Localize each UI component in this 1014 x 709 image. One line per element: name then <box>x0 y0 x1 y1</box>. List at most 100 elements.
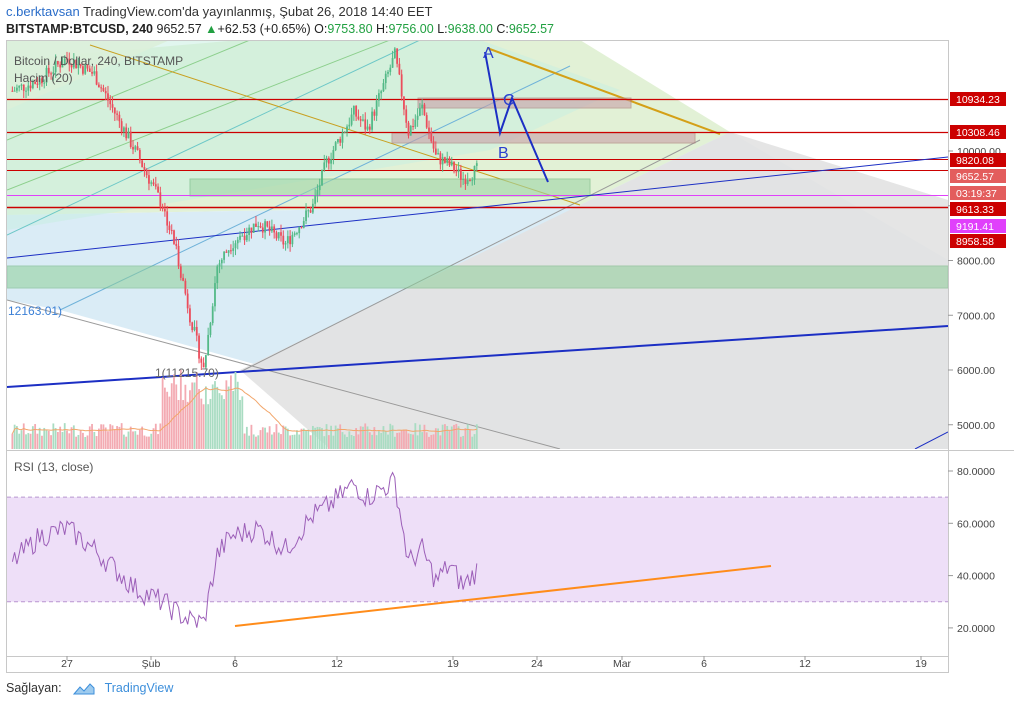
candle-body <box>239 235 241 240</box>
volume-bar <box>300 428 303 449</box>
volume-bar <box>97 428 100 449</box>
candle-body <box>34 81 37 84</box>
candle-body <box>409 126 412 136</box>
rsi-title: RSI (13, close) <box>14 460 93 474</box>
candle-body <box>243 235 246 241</box>
time-axis[interactable]: 27 Şub 6 12 19 24 Mar 6 12 19 <box>61 656 927 670</box>
pitchfork-ray <box>7 41 420 236</box>
candle-body <box>368 126 371 130</box>
candle-body <box>20 84 23 86</box>
volume-bar <box>16 426 18 449</box>
volume-bar <box>368 432 371 449</box>
candle-body <box>207 334 210 356</box>
price-badge <box>950 186 1006 200</box>
candle-body <box>296 233 298 235</box>
volume-bar <box>455 423 458 449</box>
time-tick-label: 19 <box>447 658 459 670</box>
low-label: L: <box>437 22 448 36</box>
triangle-up-icon: ▲ <box>205 22 218 36</box>
time-tick-label: 24 <box>531 658 543 670</box>
volume-bar <box>261 427 264 449</box>
volume-bar <box>127 431 130 449</box>
candle-body <box>352 105 355 115</box>
open-value: 9753.80 <box>327 22 373 36</box>
candle-body <box>157 186 159 193</box>
candle-body <box>277 232 280 239</box>
candle-body <box>225 251 228 253</box>
volume-bar <box>50 435 52 449</box>
volume-bar <box>398 432 401 449</box>
volume-bar <box>211 384 214 449</box>
volume-bar <box>109 424 112 449</box>
volume-bar <box>36 433 39 449</box>
candle-body <box>469 180 471 182</box>
author-link[interactable]: c.berktavsan <box>6 4 80 19</box>
volume-bar <box>29 433 32 449</box>
rsi-trendline <box>234 565 772 627</box>
volume-bar <box>34 424 37 449</box>
volume-bar <box>239 399 241 449</box>
volume-bar <box>75 436 78 449</box>
volume-bar <box>271 434 273 449</box>
volume-bar <box>350 434 353 449</box>
candle-body <box>323 162 326 170</box>
volume-bar <box>391 425 394 449</box>
volume-bar <box>412 434 414 449</box>
candle-body <box>339 139 342 143</box>
time-tick-label: 6 <box>232 658 238 670</box>
price-tick-label: 7000.00 <box>957 310 995 322</box>
pattern-label-a: A <box>483 45 494 62</box>
candle-body <box>293 233 296 235</box>
volume-bar <box>157 434 159 449</box>
pitchfork-ray <box>239 139 701 373</box>
price-tick-label: 6000.00 <box>957 365 995 377</box>
price-badge-label: 9652.57 <box>956 171 994 183</box>
volume-bar <box>72 425 75 449</box>
candle-body <box>166 211 169 226</box>
candle-body <box>22 84 25 91</box>
candle-body <box>264 221 266 233</box>
candle-body <box>13 90 16 92</box>
candle-body <box>311 203 314 213</box>
volume-bar <box>225 380 228 449</box>
volume-bar <box>387 434 389 449</box>
candle-body <box>346 126 348 133</box>
provider-label: Sağlayan: <box>6 681 62 695</box>
candle-body <box>50 73 52 75</box>
price-badge <box>950 219 1006 233</box>
volume-bar <box>243 433 246 449</box>
candle-body <box>179 266 182 278</box>
rsi-axis[interactable]: 80.0000 60.0000 40.0000 20.0000 <box>948 466 995 635</box>
candle-body <box>68 58 71 65</box>
volume-bar <box>373 427 376 449</box>
tradingview-link[interactable]: TradingView <box>104 681 174 695</box>
volume-bar <box>93 431 96 449</box>
candle-body <box>298 227 301 234</box>
volume-bar <box>20 430 23 449</box>
volume-bar <box>88 426 91 449</box>
volume-bar <box>393 436 396 449</box>
candle-body <box>444 157 446 163</box>
candle-body <box>450 161 453 166</box>
volume-bar <box>330 425 332 449</box>
candle-body <box>448 158 451 166</box>
candle-body <box>343 132 346 134</box>
candle-body <box>56 60 59 65</box>
candle-body <box>88 68 91 72</box>
price-badge-label: 03:19:37 <box>956 188 997 200</box>
high-value: 9756.00 <box>388 22 434 36</box>
candle-body <box>332 150 335 160</box>
trendline-lower <box>7 325 948 388</box>
volume-bar <box>198 389 200 449</box>
candle-body <box>428 127 430 132</box>
volume-bar <box>107 431 109 449</box>
volume-bar <box>91 423 93 449</box>
candle-body <box>314 195 317 204</box>
volume-bar <box>259 430 262 449</box>
series-title: Bitcoin / Dollar, 240, BITSTAMP <box>14 54 183 68</box>
candle-body <box>25 90 27 92</box>
candle-body <box>223 251 225 260</box>
candle-body <box>318 185 321 191</box>
